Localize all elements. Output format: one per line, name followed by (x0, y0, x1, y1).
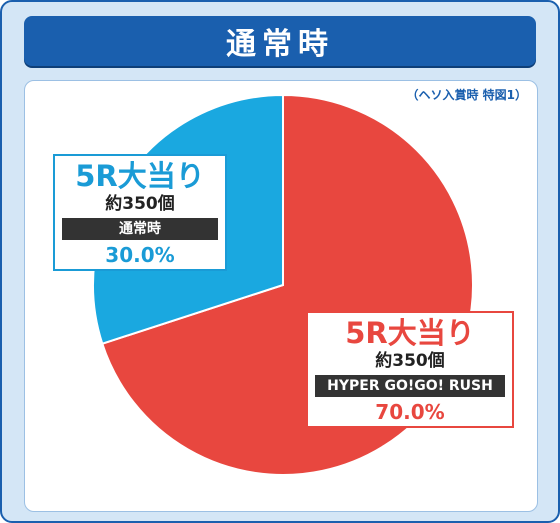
slice-percent-label: 30.0% (105, 243, 175, 267)
chart-note: （ヘソ入賞時 特図1） (406, 88, 527, 102)
slice-count-label: 約350個 (375, 351, 445, 371)
page-title: 通常時 (226, 27, 334, 62)
slice-count-label: 約350個 (105, 194, 175, 214)
slice-percent-label: 70.0% (375, 400, 445, 424)
callout-normal: 5R大当り 約350個 通常時 30.0% (53, 154, 227, 271)
chart-panel: （ヘソ入賞時 特図1） 5R大当り 約350個 通常時 30.0% 5R大当り … (24, 80, 538, 512)
slice-name-label: 5R大当り (75, 159, 205, 193)
slice-name-label: 5R大当り (345, 316, 475, 350)
slice-tag-label: HYPER GO!GO! RUSH (315, 375, 505, 397)
header-bar: 通常時 (24, 16, 536, 66)
callout-hyper-gogo-rush: 5R大当り 約350個 HYPER GO!GO! RUSH 70.0% (306, 311, 514, 428)
pie-chart (92, 93, 474, 476)
slice-tag-label: 通常時 (62, 218, 218, 240)
